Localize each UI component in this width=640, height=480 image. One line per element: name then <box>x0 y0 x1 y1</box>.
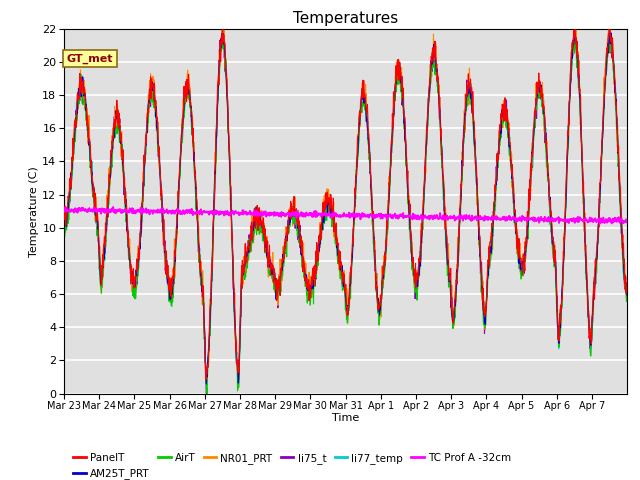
Title: Temperatures: Temperatures <box>293 11 398 26</box>
X-axis label: Time: Time <box>332 413 359 422</box>
Text: GT_met: GT_met <box>67 54 113 64</box>
Legend: PanelT, AM25T_PRT, AirT, NR01_PRT, li75_t, li77_temp, TC Prof A -32cm: PanelT, AM25T_PRT, AirT, NR01_PRT, li75_… <box>69 449 515 480</box>
Y-axis label: Temperature (C): Temperature (C) <box>29 166 39 257</box>
